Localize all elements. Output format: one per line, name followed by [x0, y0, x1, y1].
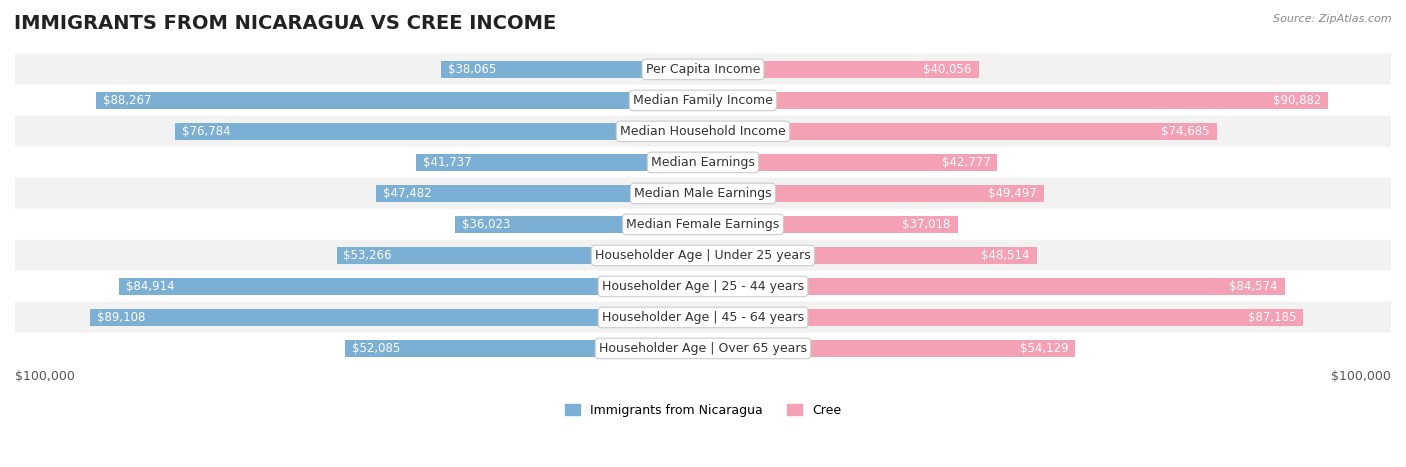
FancyBboxPatch shape: [15, 240, 1391, 271]
Bar: [703, 123, 1216, 140]
Bar: [703, 340, 1076, 357]
Bar: [344, 340, 703, 357]
Text: $89,108: $89,108: [97, 311, 145, 324]
Text: $38,065: $38,065: [449, 63, 496, 76]
Text: Householder Age | 25 - 44 years: Householder Age | 25 - 44 years: [602, 280, 804, 293]
Text: Median Male Earnings: Median Male Earnings: [634, 187, 772, 200]
Text: $100,000: $100,000: [15, 370, 75, 383]
Bar: [90, 309, 703, 326]
Text: $90,882: $90,882: [1272, 94, 1322, 107]
Text: $36,023: $36,023: [463, 218, 510, 231]
Text: $76,784: $76,784: [181, 125, 231, 138]
Text: $84,914: $84,914: [125, 280, 174, 293]
Text: $52,085: $52,085: [352, 342, 399, 355]
Text: Householder Age | 45 - 64 years: Householder Age | 45 - 64 years: [602, 311, 804, 324]
Text: $47,482: $47,482: [384, 187, 432, 200]
Text: Householder Age | Over 65 years: Householder Age | Over 65 years: [599, 342, 807, 355]
FancyBboxPatch shape: [15, 147, 1391, 178]
Text: $53,266: $53,266: [343, 249, 392, 262]
Text: Per Capita Income: Per Capita Income: [645, 63, 761, 76]
FancyBboxPatch shape: [15, 271, 1391, 302]
FancyBboxPatch shape: [15, 85, 1391, 116]
Text: $37,018: $37,018: [903, 218, 950, 231]
Bar: [703, 92, 1329, 109]
Bar: [441, 61, 703, 78]
Bar: [96, 92, 703, 109]
Bar: [416, 154, 703, 171]
Text: $41,737: $41,737: [423, 156, 471, 169]
Bar: [703, 185, 1043, 202]
Text: $84,574: $84,574: [1229, 280, 1278, 293]
Text: Median Family Income: Median Family Income: [633, 94, 773, 107]
Text: $42,777: $42,777: [942, 156, 990, 169]
Text: Median Household Income: Median Household Income: [620, 125, 786, 138]
Bar: [703, 278, 1285, 295]
Bar: [703, 309, 1303, 326]
Text: Source: ZipAtlas.com: Source: ZipAtlas.com: [1274, 14, 1392, 24]
FancyBboxPatch shape: [15, 209, 1391, 240]
Bar: [456, 216, 703, 233]
FancyBboxPatch shape: [15, 302, 1391, 333]
Bar: [703, 216, 957, 233]
Text: $54,129: $54,129: [1019, 342, 1069, 355]
Bar: [174, 123, 703, 140]
FancyBboxPatch shape: [15, 116, 1391, 147]
Text: Median Earnings: Median Earnings: [651, 156, 755, 169]
Text: $87,185: $87,185: [1247, 311, 1296, 324]
Text: Median Female Earnings: Median Female Earnings: [627, 218, 779, 231]
Bar: [703, 247, 1036, 264]
Text: Householder Age | Under 25 years: Householder Age | Under 25 years: [595, 249, 811, 262]
Legend: Immigrants from Nicaragua, Cree: Immigrants from Nicaragua, Cree: [560, 399, 846, 422]
FancyBboxPatch shape: [15, 333, 1391, 364]
Text: $40,056: $40,056: [924, 63, 972, 76]
Text: IMMIGRANTS FROM NICARAGUA VS CREE INCOME: IMMIGRANTS FROM NICARAGUA VS CREE INCOME: [14, 14, 557, 33]
FancyBboxPatch shape: [15, 177, 1391, 209]
Text: $74,685: $74,685: [1161, 125, 1211, 138]
Bar: [377, 185, 703, 202]
Text: $48,514: $48,514: [981, 249, 1031, 262]
Text: $88,267: $88,267: [103, 94, 150, 107]
Text: $100,000: $100,000: [1331, 370, 1391, 383]
Bar: [336, 247, 703, 264]
Bar: [118, 278, 703, 295]
FancyBboxPatch shape: [15, 54, 1391, 85]
Bar: [703, 154, 997, 171]
Bar: [703, 61, 979, 78]
Text: $49,497: $49,497: [988, 187, 1036, 200]
